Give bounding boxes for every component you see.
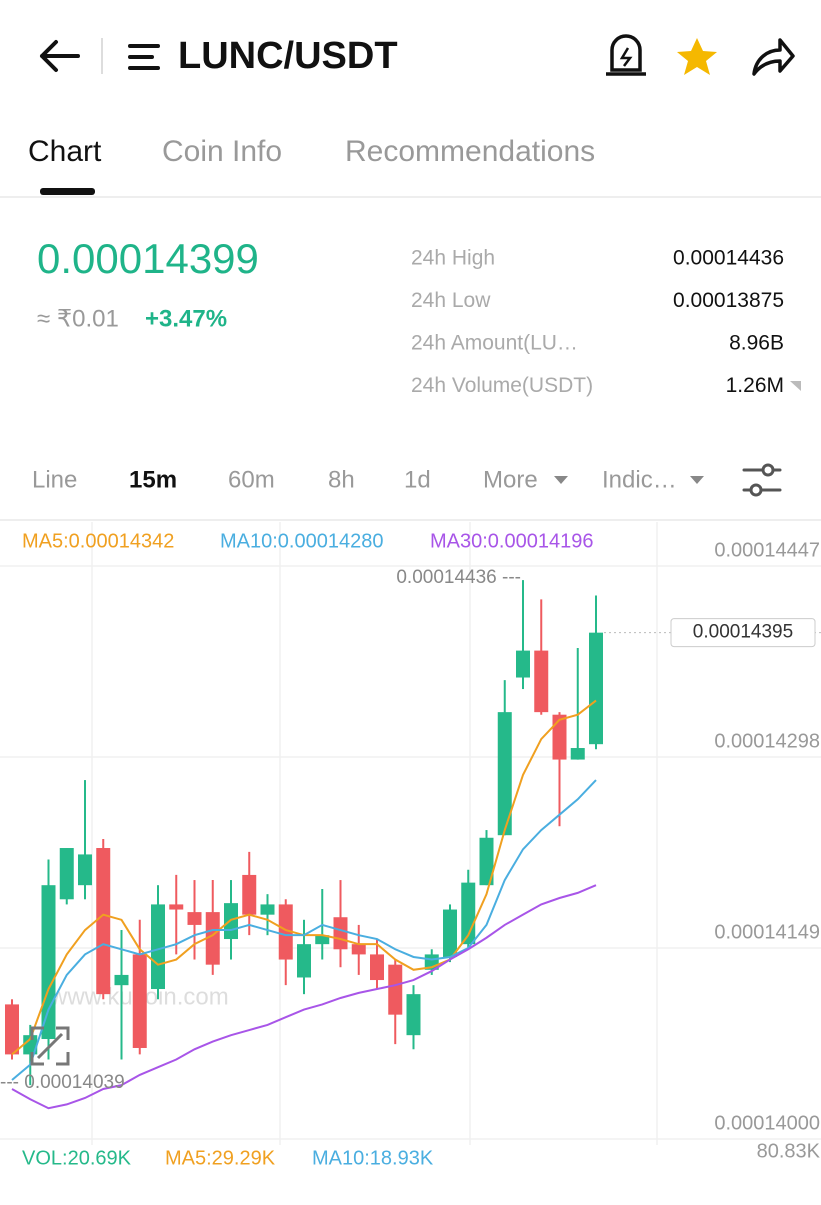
menu-button[interactable] xyxy=(128,44,160,70)
candle-body xyxy=(59,848,74,900)
volume-toggle[interactable] xyxy=(790,381,801,391)
stat-label: 24h Amount(LU… xyxy=(411,332,578,355)
candle-body xyxy=(479,837,494,886)
y-tick-label: 0.00014000 xyxy=(714,1112,820,1134)
legend-entry: MA5:0.00014342 xyxy=(22,530,174,552)
candle-body xyxy=(570,748,585,760)
candle-body xyxy=(132,954,147,1048)
candle-body xyxy=(406,994,421,1036)
candle-body xyxy=(315,935,330,945)
candle-body xyxy=(552,714,567,760)
legend-entry: MA30:0.00014196 xyxy=(430,530,593,552)
candle-body xyxy=(151,904,165,990)
candle-body xyxy=(78,854,92,886)
stat-label: 24h High xyxy=(411,247,495,270)
candle-body xyxy=(388,964,403,1015)
interval-option[interactable]: More xyxy=(483,466,538,493)
tab-indicator xyxy=(40,188,95,195)
candle-body xyxy=(260,904,275,915)
fiat-price: ≈ ₹0.01 xyxy=(37,305,119,332)
volume-legend: VOL:20.69K xyxy=(22,1147,132,1169)
legend-entry: MA10:0.00014280 xyxy=(220,530,383,552)
dropdown-caret xyxy=(690,476,704,484)
interval-option[interactable]: 8h xyxy=(328,466,355,493)
y-tick-label: 0.00014447 xyxy=(714,539,820,561)
candle-body xyxy=(589,632,603,745)
candle-body xyxy=(516,650,530,678)
stat-value: 0.00013875 xyxy=(673,289,784,312)
y-tick-label: 0.00014298 xyxy=(714,730,820,752)
interval-option[interactable]: 15m xyxy=(129,466,177,493)
volume-legend: MA10:18.93K xyxy=(312,1147,434,1169)
candle-body xyxy=(278,904,293,960)
low-annotation: --- 0.00014039 xyxy=(0,1072,125,1093)
last-price-label: 0.00014395 xyxy=(693,622,793,643)
interval-option[interactable]: Line xyxy=(32,466,77,493)
fullscreen-button[interactable] xyxy=(30,1026,70,1066)
stat-value: 8.96B xyxy=(729,332,784,355)
volume-max-label: 80.83K xyxy=(757,1140,821,1162)
candle-body xyxy=(205,912,220,965)
interval-option[interactable]: 1d xyxy=(404,466,431,493)
candle-body xyxy=(23,1035,38,1055)
price-change: +3.47% xyxy=(145,305,227,332)
chart-settings[interactable] xyxy=(742,463,782,497)
tab[interactable]: Recommendations xyxy=(345,135,595,168)
stat-label: 24h Low xyxy=(411,289,491,312)
stat-label: 24h Volume(USDT) xyxy=(411,374,593,397)
back-button[interactable] xyxy=(40,40,80,72)
candle-body xyxy=(5,1004,19,1055)
candle-body xyxy=(41,885,56,1040)
alert-button[interactable] xyxy=(606,34,646,76)
candle-body xyxy=(534,650,549,713)
ma-line xyxy=(11,779,597,1081)
dropdown-caret xyxy=(554,476,568,484)
interval-option[interactable]: 60m xyxy=(228,466,275,493)
favorite-star[interactable] xyxy=(677,38,717,75)
candle-body xyxy=(114,974,129,986)
candle-body xyxy=(351,944,366,955)
stat-value: 0.00014436 xyxy=(673,247,784,270)
share-button[interactable] xyxy=(752,38,795,76)
high-annotation: 0.00014436 --- xyxy=(396,567,521,588)
candle-body xyxy=(370,954,384,981)
interval-option[interactable]: Indic… xyxy=(602,466,677,493)
candle-body xyxy=(333,917,348,950)
ma-line xyxy=(11,884,597,1110)
tab[interactable]: Coin Info xyxy=(162,135,282,168)
volume-legend: MA5:29.29K xyxy=(165,1147,276,1169)
candle-body xyxy=(297,944,311,978)
candle-body xyxy=(187,912,202,925)
last-price-box xyxy=(670,618,816,648)
candle-body xyxy=(443,909,457,957)
candle-body xyxy=(169,904,184,910)
stat-value: 1.26M xyxy=(726,374,784,397)
last-price: 0.00014399 xyxy=(37,235,259,282)
tab[interactable]: Chart xyxy=(28,135,102,168)
candle-body xyxy=(96,848,111,995)
pair-title: LUNC/USDT xyxy=(178,35,398,77)
candle-body xyxy=(497,712,512,836)
y-tick-label: 0.00014149 xyxy=(714,921,820,943)
candle-body xyxy=(242,874,257,915)
